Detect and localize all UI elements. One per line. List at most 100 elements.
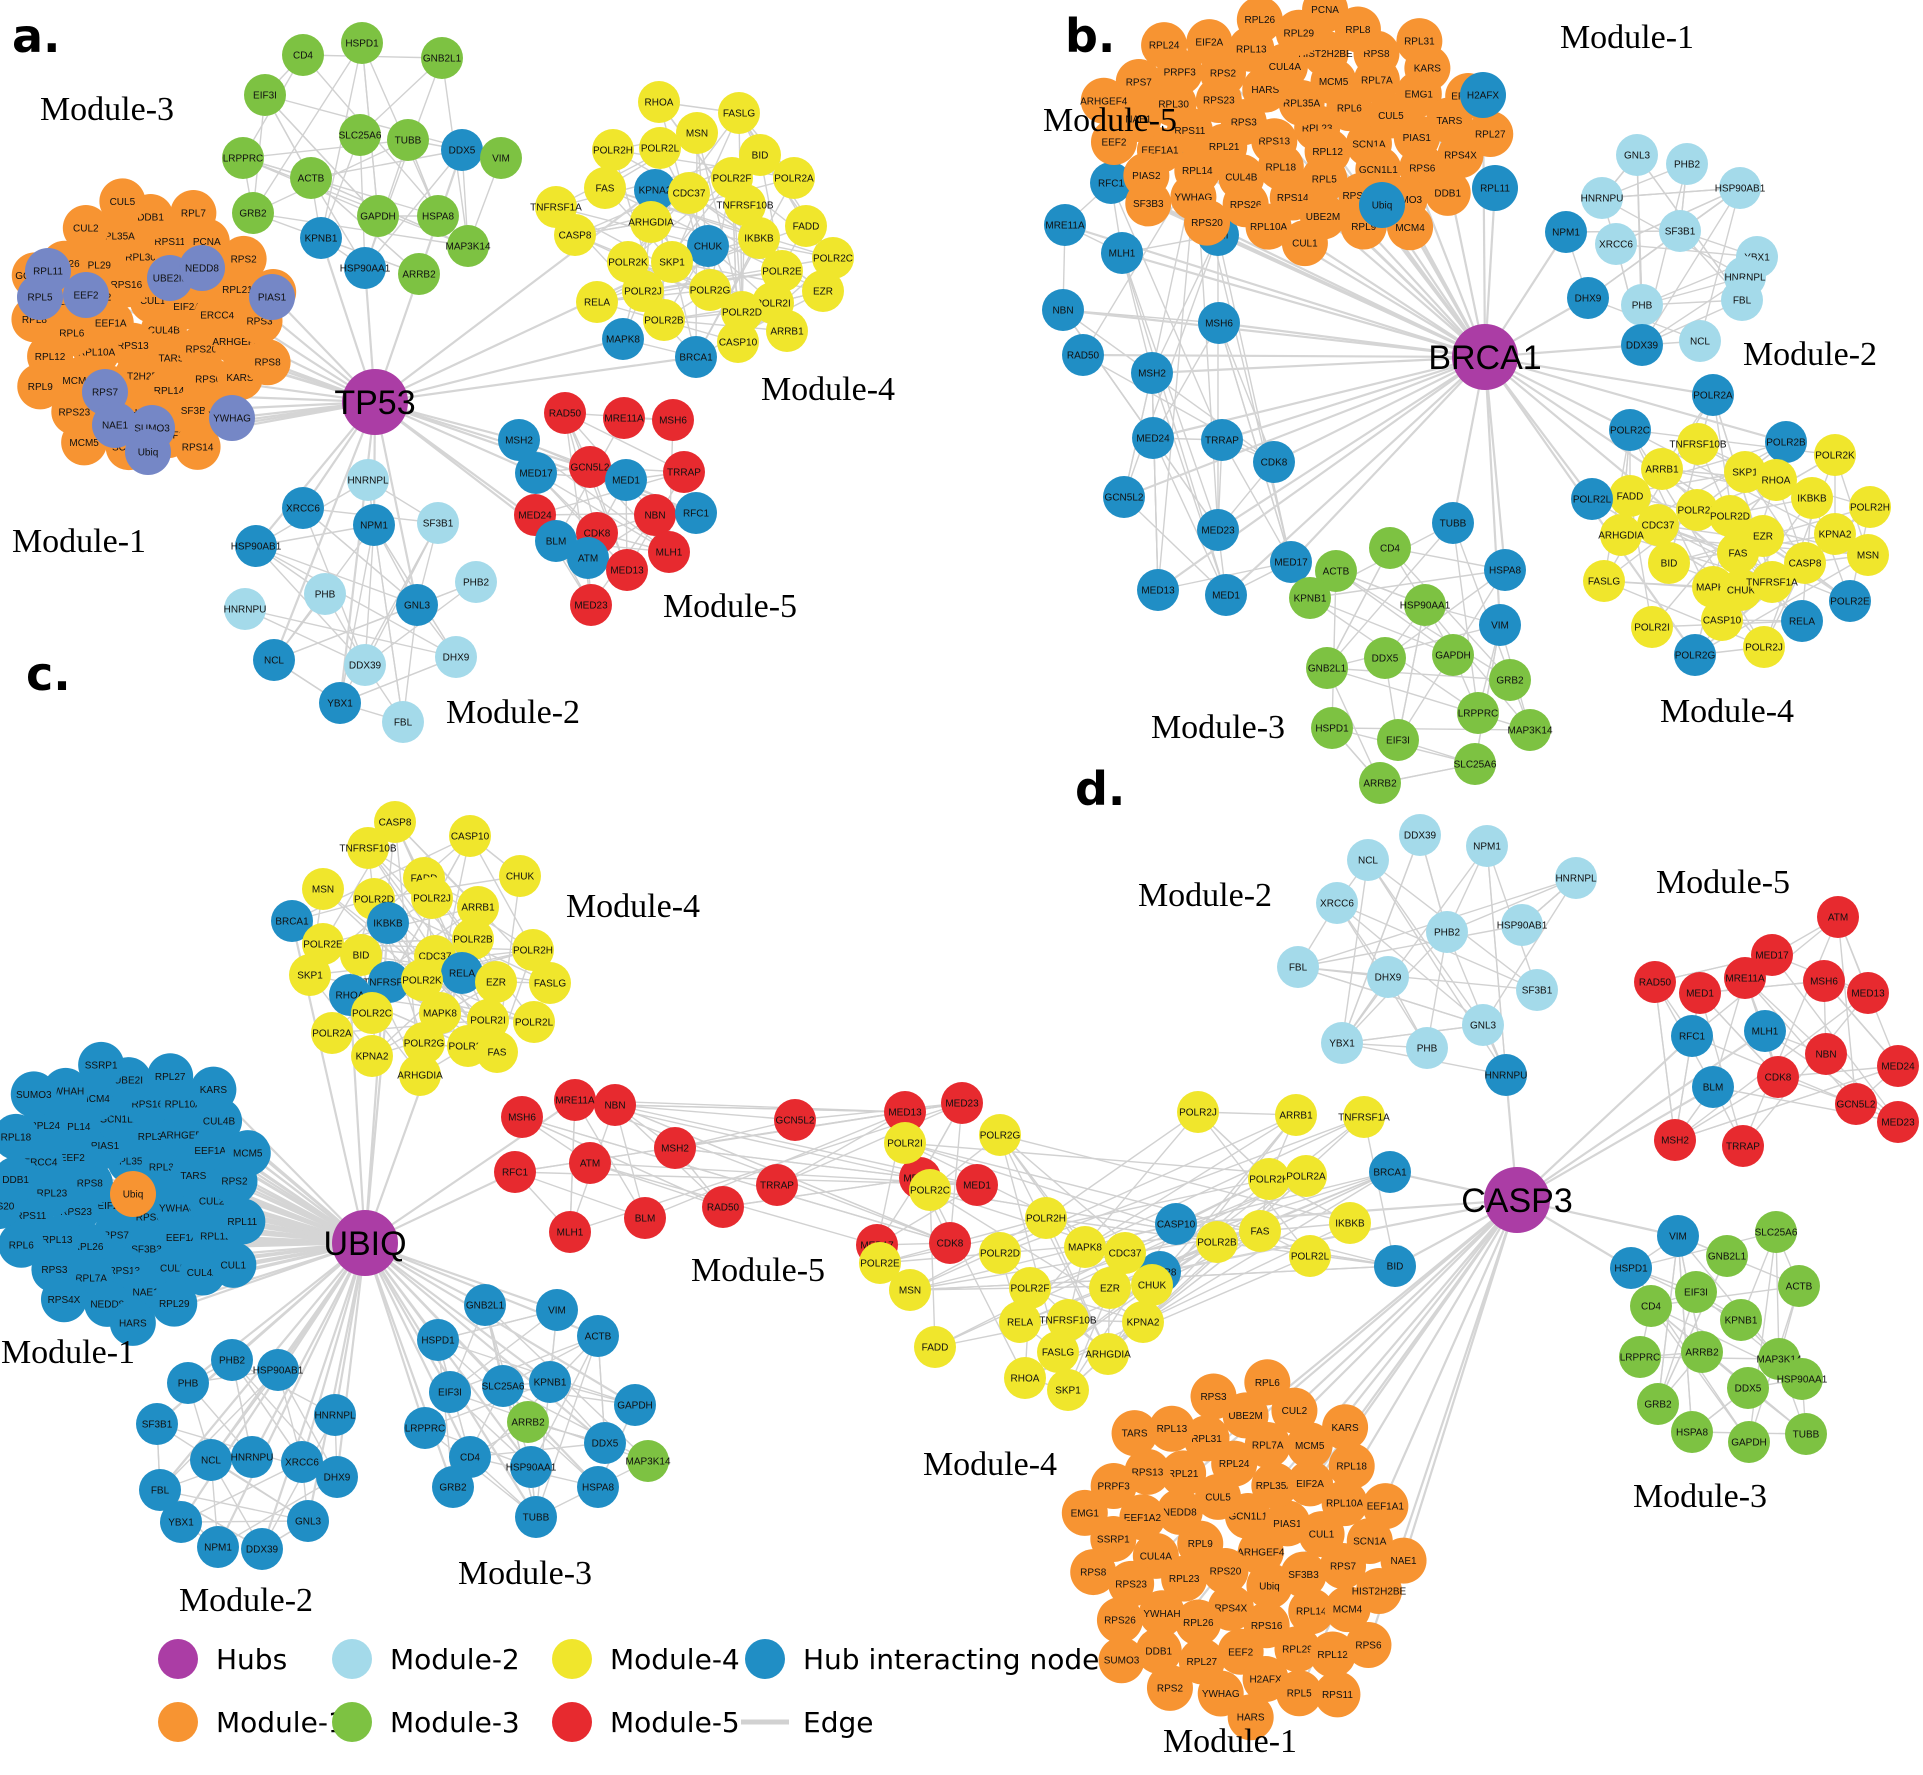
node-RPL12[interactable]: RPL12 (1309, 1631, 1356, 1678)
node-HSPD1[interactable]: HSPD1 (341, 22, 383, 64)
node-EZR[interactable]: EZR (802, 270, 844, 312)
node-RPS20[interactable]: RPS20 (0, 1183, 22, 1230)
node-NAE1[interactable]: NAE1 (1380, 1537, 1427, 1584)
node-GNB2L1[interactable]: GNB2L1 (1706, 1235, 1748, 1277)
node-HSP90AB1[interactable]: HSP90AB1 (253, 1349, 304, 1391)
node-ARRB2[interactable]: ARRB2 (1359, 762, 1401, 804)
node-HSP90AA1[interactable]: HSP90AA1 (1777, 1358, 1828, 1400)
node-HNRNPU[interactable]: HNRNPU (1485, 1054, 1528, 1096)
node-MSH2[interactable]: MSH2 (498, 419, 540, 461)
node-HSPD1[interactable]: HSPD1 (417, 1319, 459, 1361)
node-GRB2[interactable]: GRB2 (1489, 659, 1531, 701)
node-MED23[interactable]: MED23 (941, 1082, 983, 1124)
node-YBX1[interactable]: YBX1 (160, 1501, 202, 1543)
node-CDC37[interactable]: CDC37 (1637, 504, 1679, 546)
node-MED1[interactable]: MED1 (605, 459, 647, 501)
node-POLR2K[interactable]: POLR2K (1814, 434, 1856, 476)
node-POLR2A[interactable]: POLR2A (311, 1012, 353, 1054)
node-ACTB[interactable]: ACTB (290, 157, 332, 199)
node-RHOA[interactable]: RHOA (1004, 1357, 1046, 1399)
node-VIM[interactable]: VIM (1657, 1215, 1699, 1257)
node-RPL6[interactable]: RPL6 (0, 1221, 45, 1268)
node-MSN[interactable]: MSN (302, 868, 344, 910)
node-H2AFX[interactable]: H2AFX (1460, 72, 1506, 118)
node-SF3B3[interactable]: SF3B3 (1125, 180, 1172, 227)
node-POLR2B[interactable]: POLR2B (643, 299, 685, 341)
node-NEDD8[interactable]: NEDD8 (179, 245, 225, 291)
node-POLR2J[interactable]: POLR2J (1743, 626, 1785, 668)
node-KARS[interactable]: KARS (190, 1066, 237, 1113)
node-LRPPRC[interactable]: LRPPRC (1619, 1336, 1661, 1378)
node-MAPK8[interactable]: MAPK8 (1064, 1226, 1106, 1268)
node-MED24[interactable]: MED24 (1132, 417, 1174, 459)
node-SF3B1[interactable]: SF3B1 (417, 502, 459, 544)
node-MAPK8[interactable]: MAPK8 (602, 318, 644, 360)
node-POLR2L[interactable]: POLR2L (1289, 1235, 1331, 1277)
node-TUBB[interactable]: TUBB (1432, 502, 1474, 544)
node-HSP90AA1[interactable]: HSP90AA1 (340, 247, 391, 289)
node-BRCA1[interactable]: BRCA1 (675, 336, 717, 378)
node-MLH1[interactable]: MLH1 (1101, 232, 1143, 274)
node-ARRB1[interactable]: ARRB1 (1275, 1094, 1317, 1136)
node-CDK8[interactable]: CDK8 (1757, 1056, 1799, 1098)
node-RPS2[interactable]: RPS2 (220, 235, 267, 282)
node-SLC25A6[interactable]: SLC25A6 (1755, 1211, 1798, 1253)
node-FADD[interactable]: FADD (914, 1326, 956, 1368)
node-EIF3I[interactable]: EIF3I (1675, 1271, 1717, 1313)
node-POLR2C[interactable]: POLR2C (812, 237, 854, 279)
node-CASP8[interactable]: CASP8 (374, 801, 416, 843)
node-EIF3I[interactable]: EIF3I (244, 74, 286, 116)
node-MED23[interactable]: MED23 (1877, 1101, 1919, 1143)
node-ARHGDIA[interactable]: ARHGDIA (628, 201, 674, 243)
node-RPL24[interactable]: RPL24 (1141, 22, 1188, 69)
node-TRRAP[interactable]: TRRAP (663, 451, 705, 493)
node-RPL11[interactable]: RPL11 (1472, 165, 1518, 211)
node-NCL[interactable]: NCL (1679, 320, 1721, 362)
node-POLR2E[interactable]: POLR2E (859, 1242, 901, 1284)
node-POLR2G[interactable]: POLR2G (979, 1114, 1021, 1156)
node-XRCC6[interactable]: XRCC6 (1595, 223, 1637, 265)
node-RAD50[interactable]: RAD50 (1062, 334, 1104, 376)
node-KPNA2[interactable]: KPNA2 (1122, 1301, 1164, 1343)
node-KARS[interactable]: KARS (1322, 1404, 1369, 1451)
node-NCL[interactable]: NCL (253, 639, 295, 681)
node-HSP90AB1[interactable]: HSP90AB1 (1497, 904, 1548, 946)
node-GNL3[interactable]: GNL3 (1462, 1004, 1504, 1046)
node-PHB2[interactable]: PHB2 (1666, 143, 1708, 185)
node-CD4[interactable]: CD4 (282, 34, 324, 76)
node-RPL5[interactable]: RPL5 (17, 274, 63, 320)
node-ARHGDIA[interactable]: ARHGDIA (1598, 514, 1644, 556)
node-DDB1[interactable]: DDB1 (1424, 169, 1471, 216)
node-CD4[interactable]: CD4 (1630, 1285, 1672, 1327)
node-SF3B3[interactable]: SF3B3 (1280, 1551, 1327, 1598)
node-TNFRSF10B[interactable]: TNFRSF10B (339, 827, 397, 869)
node-NPM1[interactable]: NPM1 (197, 1526, 239, 1568)
node-HSPA8[interactable]: HSPA8 (1671, 1411, 1713, 1453)
node-ARRB2[interactable]: ARRB2 (1681, 1331, 1723, 1373)
node-RPL9[interactable]: RPL9 (17, 363, 64, 410)
node-MSH2[interactable]: MSH2 (1131, 352, 1173, 394)
node-RPS23[interactable]: RPS23 (1108, 1560, 1155, 1607)
node-IKBKB[interactable]: IKBKB (1791, 477, 1833, 519)
node-FAS[interactable]: FAS (476, 1031, 518, 1073)
node-ARRB2[interactable]: ARRB2 (507, 1401, 549, 1443)
node-LRPPRC[interactable]: LRPPRC (404, 1407, 446, 1449)
node-NBN[interactable]: NBN (1805, 1033, 1847, 1075)
node-HNRNPL[interactable]: HNRNPL (1555, 857, 1597, 899)
node-VIM[interactable]: VIM (536, 1289, 578, 1331)
node-EZR[interactable]: EZR (1089, 1267, 1131, 1309)
node-RPL27[interactable]: RPL27 (147, 1053, 194, 1100)
node-RAD50[interactable]: RAD50 (544, 392, 586, 434)
node-Ubiq[interactable]: Ubiq (1359, 182, 1405, 228)
node-GAPDH[interactable]: GAPDH (614, 1384, 656, 1426)
node-CUL1[interactable]: CUL1 (1281, 220, 1328, 267)
node-MAP3K14[interactable]: MAP3K14 (1507, 709, 1553, 751)
node-CDC37[interactable]: CDC37 (1104, 1232, 1146, 1274)
node-POLR2A[interactable]: POLR2A (773, 157, 815, 199)
node-GCN5L2[interactable]: GCN5L2 (1103, 476, 1145, 518)
node-ATM[interactable]: ATM (1817, 896, 1859, 938)
node-POLR2J[interactable]: POLR2J (1177, 1091, 1219, 1133)
node-POLR2J[interactable]: POLR2J (622, 270, 664, 312)
node-PHB[interactable]: PHB (167, 1362, 209, 1404)
node-HSP90AB1[interactable]: HSP90AB1 (1715, 167, 1766, 209)
